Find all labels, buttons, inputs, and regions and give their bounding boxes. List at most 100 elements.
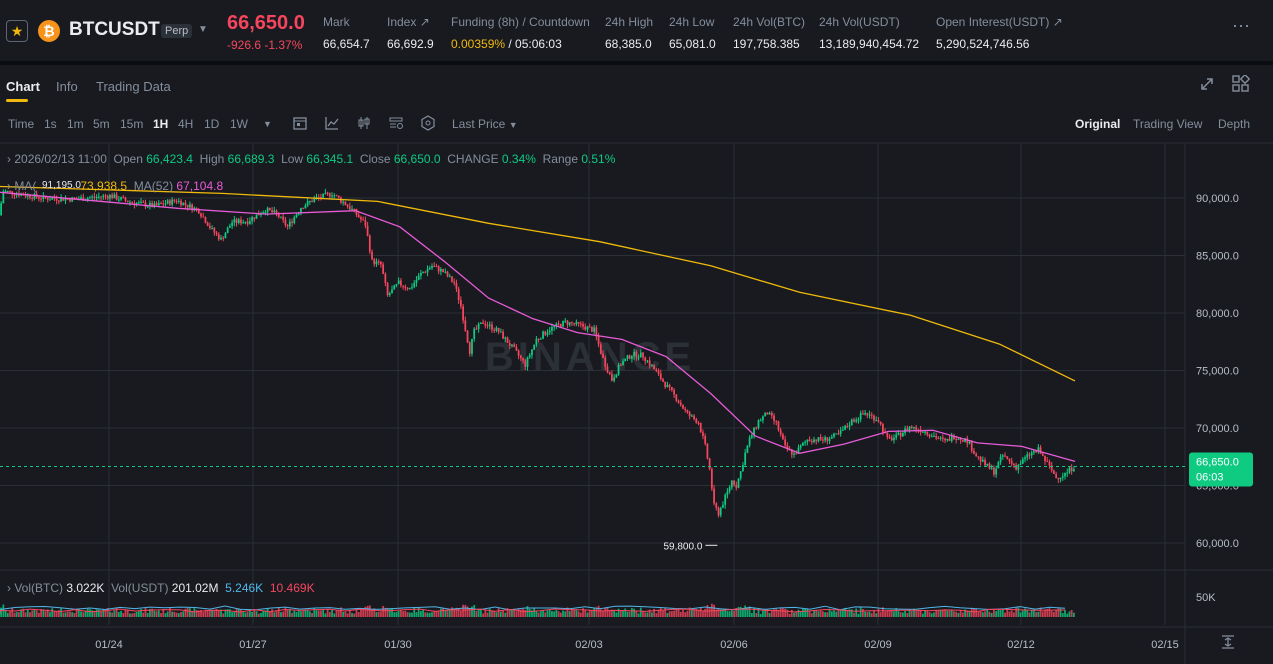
candle-body: [615, 374, 618, 378]
volume-bar: [106, 608, 109, 617]
candle-body: [879, 421, 882, 424]
candle-body: [1073, 469, 1075, 472]
volume-bar: [382, 605, 385, 617]
candle-body: [237, 219, 240, 223]
symbol-dropdown-icon[interactable]: ▼: [198, 24, 208, 35]
volume-bar: [53, 611, 56, 617]
candle-type-icon[interactable]: [356, 115, 372, 131]
volume-bar: [177, 613, 180, 617]
view-original[interactable]: Original: [1075, 117, 1121, 131]
interval-time[interactable]: Time: [8, 117, 35, 131]
fullscreen-icon[interactable]: [1199, 76, 1215, 92]
candle-body: [342, 201, 345, 203]
volume-bar: [217, 610, 220, 617]
candle-body: [850, 419, 853, 426]
candle-body: [726, 491, 729, 495]
interval-4h[interactable]: 4H: [178, 117, 194, 131]
volume-collapse-icon[interactable]: ›: [7, 581, 11, 595]
volume-bar: [571, 608, 573, 617]
more-intervals-dropdown-icon[interactable]: ▼: [263, 119, 272, 129]
volume-bar: [1017, 607, 1020, 617]
volume-ma-b-line: [0, 608, 1066, 614]
candle-body: [273, 210, 276, 213]
volume-bar: [324, 613, 327, 617]
volume-bar: [200, 610, 202, 617]
price-type-selector[interactable]: Last Price ▼: [452, 117, 518, 131]
symbol-name[interactable]: BTCUSDT: [69, 19, 160, 40]
view-depth[interactable]: Depth: [1218, 117, 1251, 131]
candle-body: [988, 463, 991, 469]
candle-body: [404, 286, 407, 289]
candle-body: [17, 193, 20, 196]
volume-bar: [551, 611, 553, 617]
ohlc-collapse-icon[interactable]: ›: [7, 152, 11, 166]
volume-bar: [508, 609, 511, 617]
price-chart[interactable]: 90,000.0 85,000.0 80,000.0 75,000.0 70,000.0…: [0, 65, 1273, 664]
volume-bar: [402, 611, 405, 617]
drawing-tools-icon[interactable]: [420, 115, 436, 131]
price-type-label: Last Price: [452, 117, 506, 131]
calendar-icon[interactable]: [292, 115, 308, 131]
tab-info[interactable]: Info: [56, 79, 78, 94]
indicator-icon[interactable]: [324, 115, 340, 131]
volume-bar: [848, 609, 851, 617]
candle-body: [97, 196, 100, 198]
tab-trading-data[interactable]: Trading Data: [96, 79, 171, 94]
candle-body: [766, 412, 769, 415]
interval-1h[interactable]: 1H: [153, 117, 169, 131]
volume-bar: [6, 612, 9, 617]
volume-bar: [744, 605, 747, 617]
interval-1s[interactable]: 1s: [44, 117, 57, 131]
tab-chart[interactable]: Chart: [6, 79, 40, 94]
chart-settings-icon[interactable]: [388, 115, 404, 131]
favorite-star-icon[interactable]: ★: [6, 20, 28, 42]
candle-body: [710, 468, 713, 489]
candle-body: [866, 413, 869, 416]
index-price-label[interactable]: Index ↗: [387, 15, 430, 29]
interval-1w[interactable]: 1W: [230, 117, 248, 131]
candle-body: [1001, 455, 1004, 457]
candle-body: [908, 426, 911, 431]
candle-body: [264, 212, 267, 214]
volume-bar: [559, 612, 562, 617]
volume-bar: [804, 608, 807, 617]
candle-body: [957, 439, 960, 441]
volume-bar: [1037, 611, 1040, 617]
volume-bar: [344, 611, 347, 617]
view-trading-view[interactable]: Trading View: [1133, 117, 1203, 131]
candle-body: [673, 390, 675, 395]
candle-body: [142, 201, 145, 203]
interval-1d[interactable]: 1D: [204, 117, 220, 131]
candle-body: [393, 285, 396, 290]
volume-bar: [737, 606, 740, 617]
scroll-to-latest-icon[interactable]: [1220, 634, 1236, 650]
layout-grid-icon[interactable]: [1232, 75, 1250, 93]
interval-5m[interactable]: 5m: [93, 117, 110, 131]
volume-bar: [1064, 609, 1066, 617]
open-interest-label[interactable]: Open Interest(USDT) ↗: [936, 15, 1063, 29]
volume-bar: [719, 609, 722, 617]
volume-bar: [984, 611, 986, 617]
candle-body: [926, 431, 929, 435]
volume-bar: [242, 611, 245, 617]
volume-bar: [477, 608, 480, 617]
interval-1m[interactable]: 1m: [67, 117, 84, 131]
volume-bar: [646, 612, 649, 617]
volume-bar: [475, 610, 478, 617]
volume-bar: [802, 608, 804, 617]
volume-bar: [1026, 609, 1029, 617]
interval-15m[interactable]: 15m: [120, 117, 144, 131]
candle-body: [451, 276, 453, 282]
ma-collapse-icon[interactable]: ›: [7, 179, 11, 193]
candle-body: [348, 206, 351, 210]
volume-bar: [97, 609, 100, 617]
candle-body: [420, 272, 422, 276]
candle-body: [204, 217, 207, 223]
volume-bar: [842, 609, 844, 617]
candle-body: [635, 351, 638, 358]
candle-body: [115, 194, 118, 200]
more-options-icon[interactable]: ⋯: [1232, 16, 1251, 36]
candle-body: [280, 216, 282, 218]
volume-bar: [66, 611, 69, 617]
candle-datetime: 2026/02/13 11:00: [14, 152, 107, 166]
